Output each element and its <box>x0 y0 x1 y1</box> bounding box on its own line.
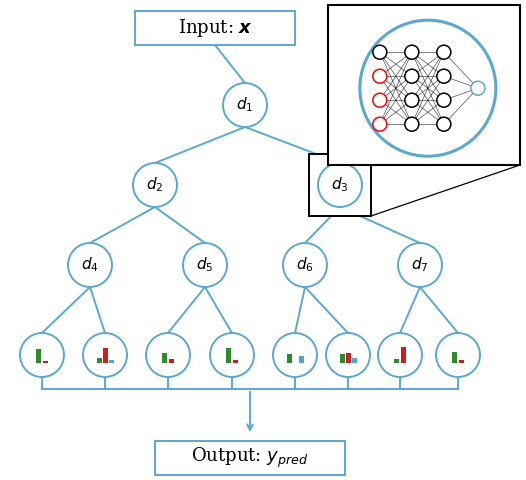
Bar <box>401 347 406 363</box>
Circle shape <box>68 243 112 287</box>
Bar <box>346 352 350 363</box>
Circle shape <box>210 333 254 377</box>
Circle shape <box>436 333 480 377</box>
Bar <box>36 349 41 363</box>
Bar <box>233 360 238 363</box>
Bar <box>96 358 102 363</box>
Bar <box>339 354 345 363</box>
Text: $d_7$: $d_7$ <box>411 256 429 275</box>
Circle shape <box>378 333 422 377</box>
Text: $d_5$: $d_5$ <box>196 256 214 275</box>
Bar <box>309 154 371 216</box>
Text: $d_3$: $d_3$ <box>331 176 349 194</box>
Bar <box>459 360 464 363</box>
Circle shape <box>373 45 387 59</box>
Bar <box>287 354 291 363</box>
Bar <box>351 358 357 363</box>
Circle shape <box>437 45 451 59</box>
Circle shape <box>373 69 387 83</box>
Circle shape <box>326 333 370 377</box>
Bar <box>103 348 107 363</box>
Circle shape <box>437 69 451 83</box>
Circle shape <box>405 45 419 59</box>
Circle shape <box>133 163 177 207</box>
Text: $d_4$: $d_4$ <box>81 256 99 275</box>
Text: Output: $y_{pred}$: Output: $y_{pred}$ <box>191 446 309 470</box>
Bar <box>108 360 114 363</box>
Circle shape <box>273 333 317 377</box>
Bar <box>452 352 457 363</box>
FancyBboxPatch shape <box>155 441 345 475</box>
Circle shape <box>373 93 387 107</box>
Circle shape <box>83 333 127 377</box>
Bar <box>169 359 174 363</box>
Circle shape <box>373 117 387 131</box>
Text: Input: $\boldsymbol{x}$: Input: $\boldsymbol{x}$ <box>178 17 252 39</box>
Circle shape <box>437 93 451 107</box>
Circle shape <box>437 117 451 131</box>
Circle shape <box>283 243 327 287</box>
Circle shape <box>223 83 267 127</box>
Bar <box>298 356 304 363</box>
Circle shape <box>318 163 362 207</box>
Circle shape <box>20 333 64 377</box>
FancyBboxPatch shape <box>135 11 295 45</box>
Bar <box>162 352 167 363</box>
Bar <box>328 5 520 165</box>
Circle shape <box>183 243 227 287</box>
Circle shape <box>405 69 419 83</box>
Text: $d_2$: $d_2$ <box>146 176 164 194</box>
Bar <box>394 359 399 363</box>
Bar <box>226 348 231 363</box>
Circle shape <box>146 333 190 377</box>
Bar <box>43 361 48 363</box>
Text: $d_1$: $d_1$ <box>236 96 254 114</box>
Circle shape <box>405 93 419 107</box>
Circle shape <box>398 243 442 287</box>
Text: $d_6$: $d_6$ <box>296 256 314 275</box>
Circle shape <box>471 81 485 95</box>
Circle shape <box>405 117 419 131</box>
